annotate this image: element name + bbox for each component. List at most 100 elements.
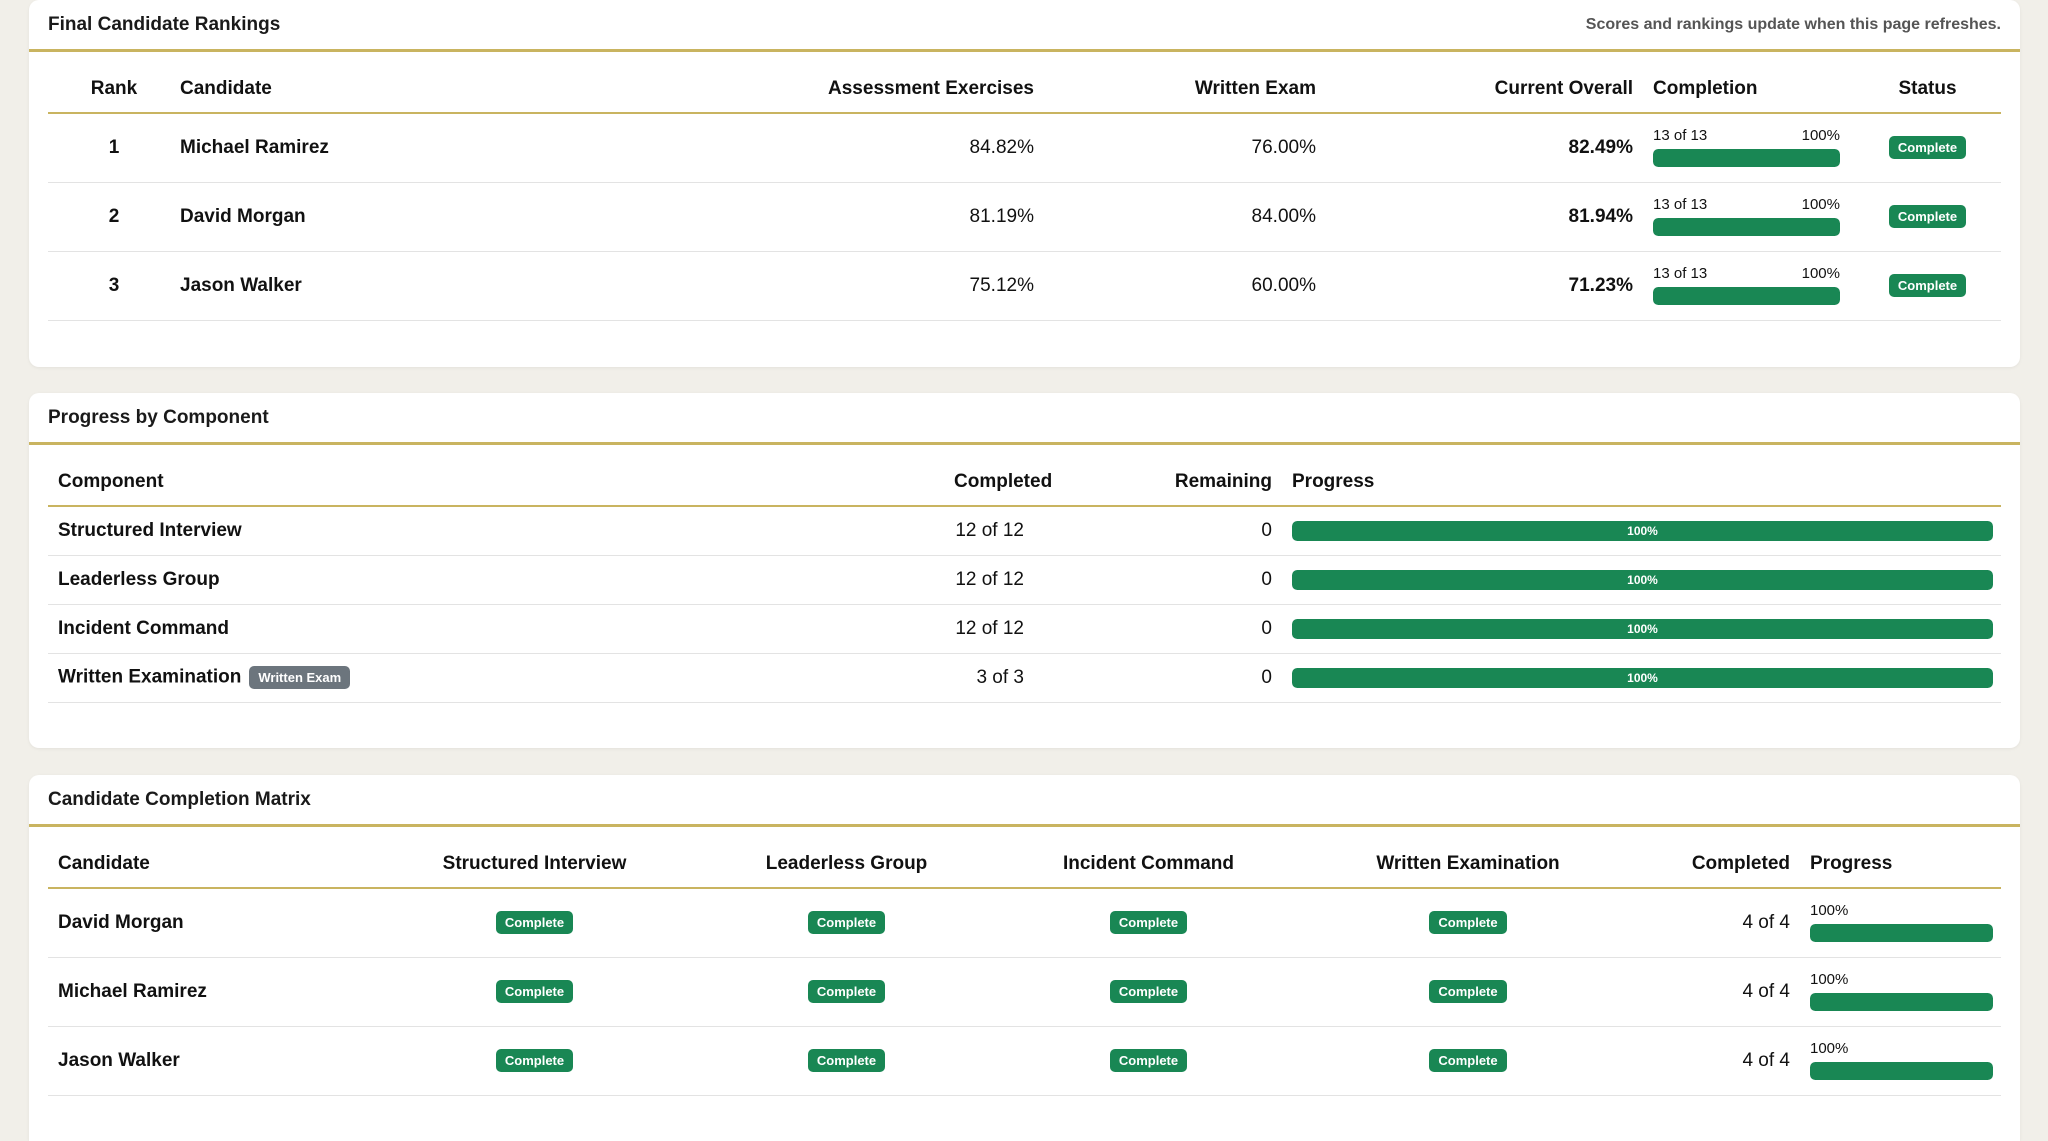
- component-remaining: 0: [1024, 604, 1272, 654]
- remaining-header[interactable]: Remaining: [1024, 448, 1272, 507]
- matrix-incident-header[interactable]: Incident Command: [1002, 830, 1295, 889]
- component-row[interactable]: Leaderless Group 12 of 12 0 100%: [48, 555, 2001, 605]
- matrix-row[interactable]: David Morgan Complete Complete Complete Comp…: [48, 888, 2001, 958]
- component-progress-bar: 100%: [1292, 618, 1993, 639]
- components-title: Progress by Component: [48, 406, 269, 428]
- matrix-written-cell: Complete: [1295, 888, 1641, 958]
- matrix-progress-bar: [1810, 1062, 1993, 1080]
- status-badge: Complete: [807, 911, 886, 935]
- status-badge: Complete: [1429, 911, 1507, 935]
- matrix-progress-percent: 100%: [1810, 971, 1849, 988]
- status-badge: Complete: [1888, 136, 1967, 160]
- status-header[interactable]: Status: [1854, 55, 2001, 114]
- component-completed: 12 of 12: [954, 604, 1024, 654]
- matrix-incident-cell: Complete: [1002, 957, 1295, 1027]
- component-cell: Structured Interview: [48, 506, 954, 556]
- overall-score: 82.49%: [1316, 113, 1633, 183]
- completion-bar-fill: [1653, 149, 1840, 168]
- status-badge: Complete: [1109, 1049, 1188, 1072]
- matrix-completed: 4 of 4: [1641, 1026, 1810, 1096]
- matrix-row[interactable]: Jason Walker Complete Complete Complete Comp…: [48, 1026, 2001, 1096]
- component-progress-fill: 100%: [1292, 520, 1993, 541]
- matrix-incident-cell: Complete: [1002, 888, 1295, 958]
- component-row[interactable]: Structured Interview 12 of 12 0 100%: [48, 506, 2001, 556]
- rank-header[interactable]: Rank: [48, 55, 180, 114]
- matrix-leaderless-header[interactable]: Leaderless Group: [691, 830, 1002, 889]
- component-remaining: 0: [1024, 555, 1272, 605]
- matrix-row[interactable]: Michael Ramirez Complete Complete Complete C…: [48, 957, 2001, 1027]
- assessment-score: 84.82%: [574, 113, 1034, 183]
- matrix-progress-fill: [1810, 993, 1993, 1011]
- matrix-progress-cell: 100%: [1810, 888, 2001, 958]
- matrix-progress-bar: [1810, 993, 1993, 1011]
- matrix-progress-percent: 100%: [1810, 1040, 1849, 1057]
- component-progress-bar: 100%: [1292, 569, 1993, 590]
- status-badge: Complete: [1429, 980, 1507, 1003]
- matrix-structured-header[interactable]: Structured Interview: [378, 830, 691, 889]
- matrix-progress-labels: 100%: [1810, 903, 1993, 919]
- component-progress-fill: 100%: [1292, 667, 1993, 688]
- matrix-table: Candidate Structured Interview Leaderles…: [48, 830, 2001, 1096]
- completion-cell: 13 of 13 100%: [1633, 113, 1854, 183]
- matrix-structured-cell: Complete: [378, 1026, 691, 1096]
- status-badge: Complete: [1888, 205, 1967, 228]
- overall-header[interactable]: Current Overall: [1316, 55, 1633, 114]
- matrix-written-header[interactable]: Written Examination: [1295, 830, 1641, 889]
- matrix-completed: 4 of 4: [1641, 957, 1810, 1027]
- matrix-progress-fill: [1810, 1062, 1993, 1080]
- status-cell: Complete: [1854, 182, 2001, 252]
- written-exam-score: 84.00%: [1034, 182, 1316, 252]
- component-cell: Leaderless Group: [48, 555, 954, 605]
- components-card: Progress by Component Component Complete…: [29, 393, 2020, 748]
- matrix-progress-header[interactable]: Progress: [1810, 830, 2001, 889]
- matrix-candidate-name: David Morgan: [48, 888, 378, 958]
- components-table: Component Completed Remaining Progress S…: [48, 448, 2001, 703]
- assessment-score: 81.19%: [574, 182, 1034, 252]
- component-remaining: 0: [1024, 653, 1272, 703]
- rank-cell: 3: [48, 251, 180, 321]
- completion-labels: 13 of 13 100%: [1653, 266, 1840, 282]
- component-cell: Written Examination Written Exam: [48, 653, 954, 703]
- matrix-candidate-name: Jason Walker: [48, 1026, 378, 1096]
- assessment-score: 75.12%: [574, 251, 1034, 321]
- progress-header[interactable]: Progress: [1272, 448, 2001, 507]
- matrix-incident-cell: Complete: [1002, 1026, 1295, 1096]
- rankings-header-row: Rank Candidate Assessment Exercises Writ…: [48, 55, 2001, 114]
- matrix-progress-bar: [1810, 924, 1993, 943]
- ranking-row[interactable]: 3 Jason Walker 75.12% 60.00% 71.23% 13 of 13 1…: [48, 251, 2001, 321]
- matrix-progress-fill: [1810, 924, 1993, 943]
- completion-bar-fill: [1653, 218, 1840, 236]
- component-name: Leaderless Group: [58, 568, 220, 590]
- status-badge: Complete: [1429, 1049, 1507, 1072]
- candidate-name: David Morgan: [180, 182, 574, 252]
- component-cell: Incident Command: [48, 604, 954, 654]
- completion-count: 13 of 13: [1653, 265, 1708, 282]
- status-badge: Complete: [1109, 911, 1188, 935]
- rank-cell: 1: [48, 113, 180, 183]
- completion-count: 13 of 13: [1653, 127, 1708, 145]
- matrix-completed-header[interactable]: Completed: [1641, 830, 1810, 889]
- component-row[interactable]: Written Examination Written Exam 3 of 3 0 10…: [48, 653, 2001, 703]
- completed-header[interactable]: Completed: [954, 448, 1052, 507]
- status-cell: Complete: [1854, 251, 2001, 321]
- matrix-leaderless-cell: Complete: [691, 888, 1002, 958]
- rankings-title: Final Candidate Rankings: [48, 13, 281, 35]
- component-name: Structured Interview: [58, 519, 242, 541]
- matrix-progress-labels: 100%: [1810, 1041, 1993, 1057]
- ranking-row[interactable]: 1 Michael Ramirez 84.82% 76.00% 82.49% 13 of …: [48, 113, 2001, 183]
- matrix-card-header: Candidate Completion Matrix: [29, 775, 2020, 827]
- matrix-progress-cell: 100%: [1810, 957, 2001, 1027]
- matrix-candidate-header[interactable]: Candidate: [48, 830, 378, 889]
- component-progress-bar: 100%: [1292, 520, 1993, 541]
- component-progress-bar: 100%: [1292, 667, 1993, 688]
- written-exam-header[interactable]: Written Exam: [1034, 55, 1316, 114]
- rankings-table: Rank Candidate Assessment Exercises Writ…: [48, 55, 2001, 321]
- component-row[interactable]: Incident Command 12 of 12 0 100%: [48, 604, 2001, 654]
- written-exam-score: 76.00%: [1034, 113, 1316, 183]
- component-header[interactable]: Component: [48, 448, 954, 507]
- candidate-header[interactable]: Candidate: [180, 55, 574, 114]
- completion-cell: 13 of 13 100%: [1633, 251, 1854, 321]
- ranking-row[interactable]: 2 David Morgan 81.19% 84.00% 81.94% 13 of 13 1…: [48, 182, 2001, 252]
- completion-header[interactable]: Completion: [1633, 55, 1854, 114]
- assessment-header[interactable]: Assessment Exercises: [574, 55, 1034, 114]
